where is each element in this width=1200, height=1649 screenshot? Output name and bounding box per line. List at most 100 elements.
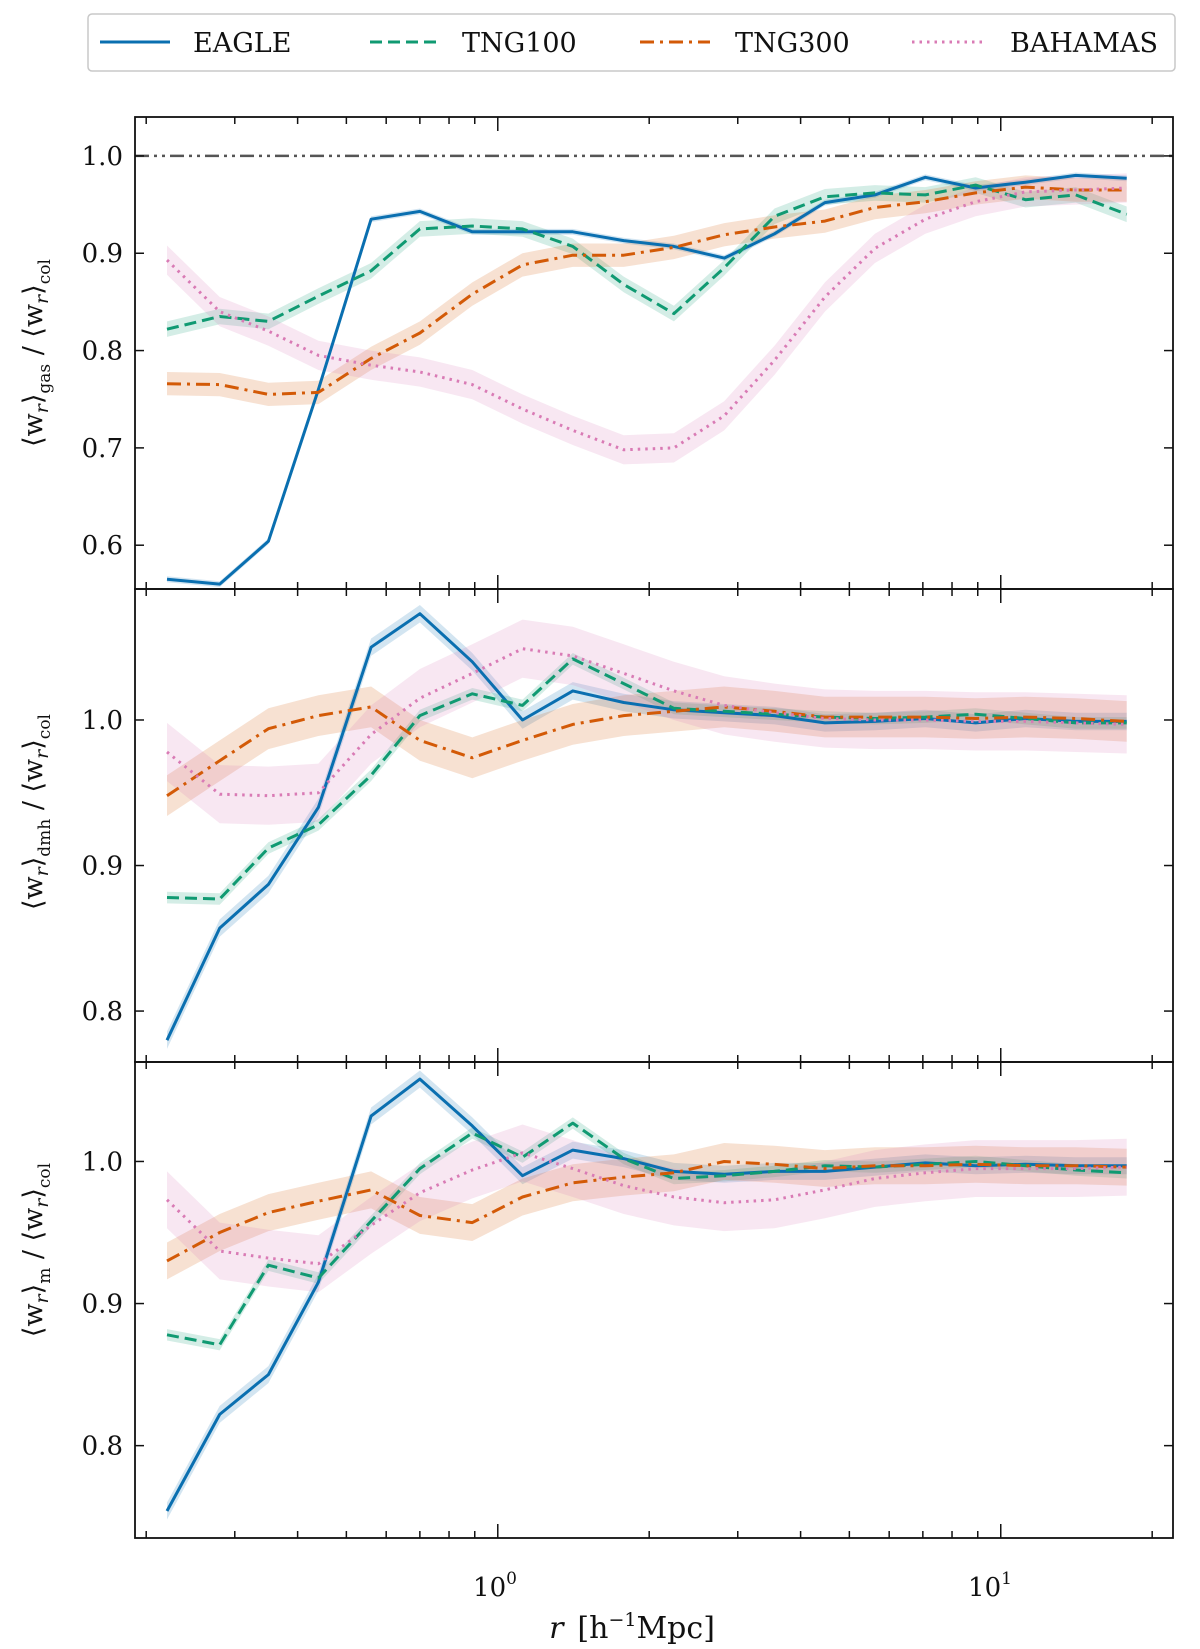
panel-gas-point-eagle-0 (166, 578, 169, 581)
panel-gas-series-tng100 (166, 183, 1128, 331)
panel-m-point-bahamas-4 (370, 1224, 373, 1227)
panel-m-point-bahamas-18 (1074, 1167, 1077, 1170)
panel-m-point-tng100-3 (317, 1277, 320, 1280)
panel-m-point-eagle-4 (370, 1115, 373, 1118)
panel-m-point-eagle-6 (471, 1124, 474, 1127)
panel-gas-point-eagle-17 (1024, 181, 1027, 184)
panel-m-point-eagle-7 (521, 1174, 524, 1177)
panel-m-point-tng300-18 (1074, 1164, 1077, 1167)
panel-m-point-tng100-10 (672, 1177, 675, 1180)
panel-dmh-point-tng100-9 (622, 682, 625, 685)
panel-m-point-tng100-0 (166, 1333, 169, 1336)
panel-m-point-eagle-13 (823, 1170, 826, 1173)
panel-gas-point-tng100-11 (723, 266, 726, 269)
panel-m-point-tng100-2 (267, 1264, 270, 1267)
legend-label-tng100: TNG100 (462, 28, 577, 59)
panel-dmh-point-eagle-4 (370, 646, 373, 649)
panel-m-point-tng300-0 (166, 1259, 169, 1262)
panel-dmh-point-bahamas-14 (873, 719, 876, 722)
panel-gas-point-tng300-4 (370, 357, 373, 360)
panel-dmh-point-tng100-16 (974, 713, 977, 716)
panel-dmh-point-bahamas-19 (1125, 723, 1128, 726)
panel-gas-point-bahamas-0 (166, 259, 169, 262)
panel-gas-point-tng100-19 (1125, 213, 1128, 216)
x-axis: 100 101 r [h−1Mpc] (473, 1569, 1012, 1646)
panel-gas-point-tng100-9 (622, 283, 625, 286)
panel-dmh-point-bahamas-4 (370, 733, 373, 736)
panel-dmh-point-bahamas-7 (521, 647, 524, 650)
panel-gas-point-eagle-1 (218, 583, 221, 586)
panel-m-band-eagle (167, 1070, 1127, 1520)
panel-gas-point-eagle-11 (723, 257, 726, 260)
panel-m-point-eagle-1 (218, 1413, 221, 1416)
x-axis-title: r [h−1Mpc] (549, 1609, 715, 1646)
panel-m-point-bahamas-12 (773, 1198, 776, 1201)
panel-gas-point-bahamas-10 (672, 446, 675, 449)
legend-frame (87, 13, 1176, 72)
panel-m-point-tng300-8 (571, 1181, 574, 1184)
panel-m-point-eagle-5 (418, 1078, 421, 1081)
panel-gas-point-bahamas-11 (723, 414, 726, 417)
panel-m-point-tng300-6 (471, 1221, 474, 1224)
panel-gas-point-tng100-14 (873, 191, 876, 194)
panel-gas-point-tng300-7 (521, 263, 524, 266)
panel-m-point-tng300-1 (218, 1231, 221, 1234)
panel-gas-point-tng300-8 (571, 254, 574, 257)
panel-gas-point-eagle-8 (571, 230, 574, 233)
panel-dmh-series-tng300 (166, 705, 1127, 797)
panel-gas-point-bahamas-5 (418, 371, 421, 374)
panel-dmh-point-eagle-5 (418, 612, 421, 615)
panel-m-ylabel: ⟨wr⟩m / ⟨wr⟩col (18, 1163, 55, 1337)
panel-gas-point-bahamas-13 (823, 296, 826, 299)
panel-gas-lines (135, 154, 1173, 586)
panel-dmh-point-eagle-8 (571, 689, 574, 692)
panel-gas-point-tng100-8 (571, 245, 574, 248)
panel-dmh-point-bahamas-5 (418, 697, 421, 700)
panel-gas-axes: 0.6 0.7 0.8 0.9 1.0 (82, 116, 1174, 590)
panel-dmh-ylabel: ⟨wr⟩dmh / ⟨wr⟩col (18, 714, 55, 910)
panel-gas-point-tng100-2 (267, 320, 270, 323)
panel-gas-point-eagle-4 (370, 218, 373, 221)
panel-m-point-tng100-11 (723, 1174, 726, 1177)
panel-dmh-point-tng300-17 (1024, 716, 1027, 719)
panel-m-point-bahamas-13 (823, 1188, 826, 1191)
panel-m-point-bahamas-19 (1125, 1166, 1128, 1169)
panel-gas-point-eagle-5 (418, 210, 421, 213)
panel-dmh-point-eagle-2 (267, 883, 270, 886)
panel-dmh-point-tng300-16 (974, 717, 977, 720)
panel-gas-point-tng100-17 (1024, 198, 1027, 201)
panel-m-point-tng300-12 (773, 1163, 776, 1166)
panel-dmh-point-tng300-9 (622, 714, 625, 717)
panel-gas-point-tng300-3 (317, 391, 320, 394)
panel-dmh-point-tng300-14 (873, 716, 876, 719)
panel-gas-point-tng300-11 (723, 233, 726, 236)
panel-m-point-bahamas-1 (218, 1250, 221, 1253)
panel-m-point-bahamas-11 (723, 1201, 726, 1204)
panel-gas-point-bahamas-16 (974, 200, 977, 203)
panel-m-point-bahamas-2 (267, 1257, 270, 1260)
panel-dmh-point-eagle-3 (317, 806, 320, 809)
legend-label-eagle: EAGLE (193, 28, 291, 59)
panel-m-point-tng300-4 (370, 1188, 373, 1191)
panel-dmh-point-tng300-19 (1125, 720, 1128, 723)
panel-gas-point-tng100-10 (672, 312, 675, 315)
panel-m-series-eagle (165, 1077, 1127, 1512)
panel-gas-point-tng100-18 (1074, 193, 1077, 196)
panel-dmh-point-bahamas-13 (823, 717, 826, 720)
panel-m: 0.8 0.9 1.0 ⟨wr⟩m / ⟨wr⟩col (18, 1061, 1174, 1539)
panel-gas-point-tng100-5 (418, 227, 421, 230)
panel-gas-point-bahamas-17 (1024, 190, 1027, 193)
panel-dmh-point-tng100-6 (471, 692, 474, 695)
panel-m-point-tng300-17 (1024, 1164, 1027, 1167)
panel-m-point-eagle-3 (317, 1281, 320, 1284)
panel-dmh-point-tng100-7 (521, 704, 524, 707)
panel-m-lines (165, 1077, 1128, 1512)
panel-dmh-point-tng300-18 (1074, 717, 1077, 720)
panel-dmh-point-bahamas-8 (571, 654, 574, 657)
panel-gas-point-tng100-15 (924, 193, 927, 196)
panel-gas-point-bahamas-2 (267, 330, 270, 333)
panel-dmh-point-bahamas-17 (1024, 720, 1027, 723)
panel-m-point-bahamas-14 (873, 1177, 876, 1180)
panel-gas-point-tng100-7 (521, 227, 524, 230)
